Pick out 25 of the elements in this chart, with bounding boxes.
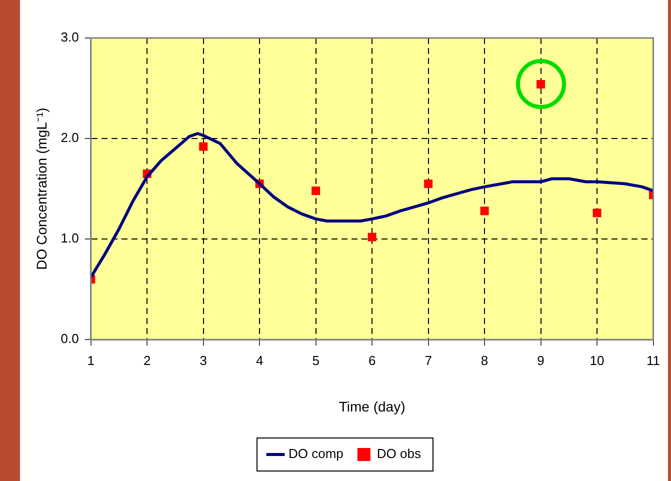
point <box>424 180 433 188</box>
point <box>312 186 320 196</box>
x-tick-label: 4 <box>256 352 264 368</box>
y-tick-label: 2.0 <box>60 130 79 146</box>
x-tick-label: 7 <box>424 352 432 368</box>
x-tick-label: 10 <box>590 352 604 368</box>
y-tick-label: 1.0 <box>60 230 79 246</box>
x-tick-label: 8 <box>480 352 488 368</box>
y-tick-label: 3.0 <box>60 30 79 45</box>
x-tick-label: 5 <box>312 352 320 368</box>
x-tick-label: 9 <box>537 352 544 368</box>
point <box>480 206 489 216</box>
x-tick-label: 6 <box>368 352 376 368</box>
legend-label: DO obs <box>376 446 422 462</box>
point <box>368 232 376 242</box>
point <box>199 142 208 151</box>
x-tick-label: 11 <box>646 352 660 368</box>
x-tick-label: 1 <box>87 352 94 368</box>
x-tick-label: 3 <box>200 352 207 368</box>
point <box>592 208 602 218</box>
x-axis-title: Time (day) <box>338 398 406 414</box>
legend-label: DO comp <box>288 446 344 462</box>
x-tick-label: 2 <box>143 352 151 368</box>
y-tick-label: 0.0 <box>60 331 79 346</box>
y-axis-title: DO Concentration (mgL⁻¹) <box>33 108 50 270</box>
